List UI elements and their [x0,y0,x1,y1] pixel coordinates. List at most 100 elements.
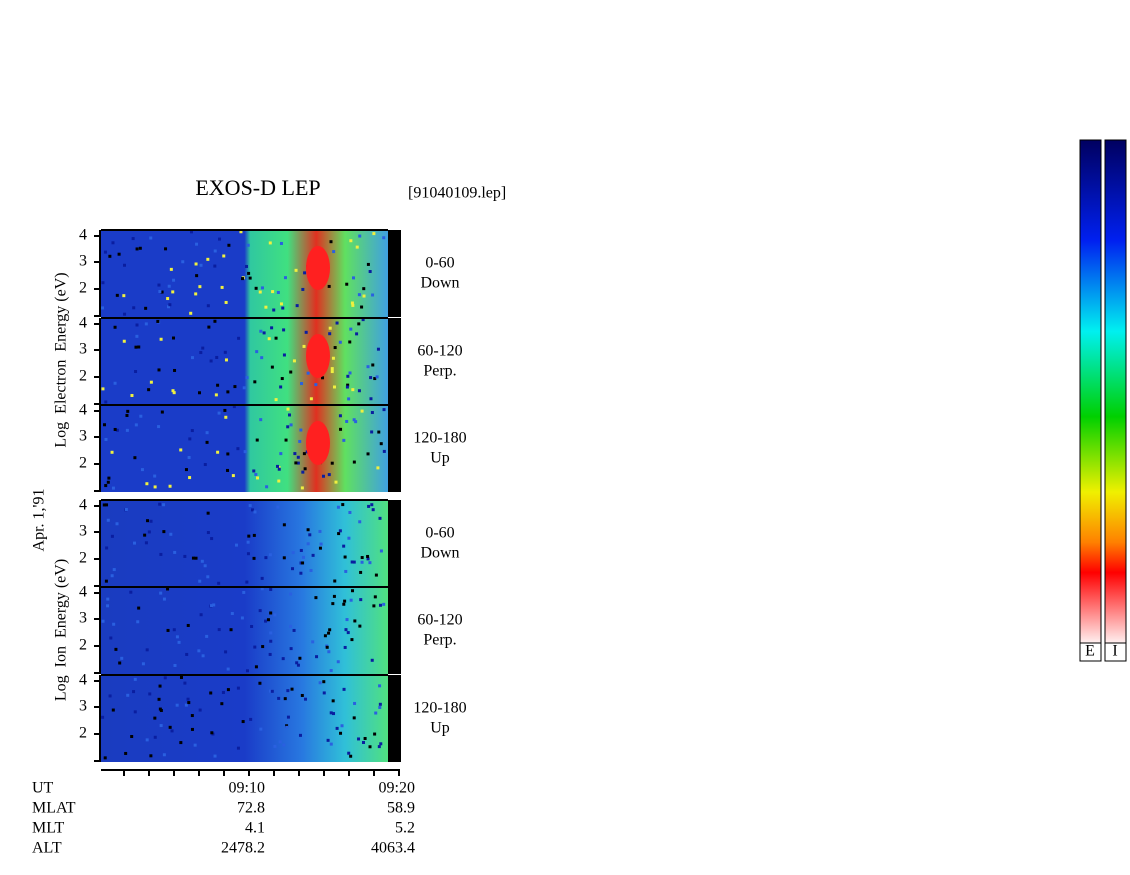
speckle [362,294,366,298]
speckle [163,676,167,680]
speckle [254,665,258,669]
speckle [122,263,126,267]
speckle [207,325,211,329]
speckle [149,754,153,758]
speckle [186,623,190,627]
speckle [213,249,217,253]
speckle [239,230,243,234]
speckle [269,631,273,635]
speckle [295,661,299,665]
speckle [133,541,137,545]
tick-label: 2 [79,455,87,472]
speckle [153,716,157,720]
speckle [336,505,340,509]
speckle [296,455,300,459]
tick-label: 4 [79,497,87,514]
speckle [261,645,265,649]
speckle [327,631,331,635]
speckle [371,363,375,367]
speckle [374,711,378,715]
speckle [360,560,364,564]
speckle [101,387,105,391]
speckle [309,397,313,401]
speckle [103,756,107,760]
panel-direction: Down [420,545,459,562]
speckle [328,332,332,336]
speckle [292,359,296,363]
speckle [149,236,153,240]
speckle [209,359,213,363]
speckle [299,428,303,432]
speckle [108,254,112,258]
speckle [264,556,268,560]
speckle [270,365,274,369]
speckle [203,564,207,568]
speckle [246,552,250,556]
speckle [114,647,118,651]
speckle [126,409,130,413]
speckle [172,278,176,282]
speckle [339,427,343,431]
speckle [285,725,289,729]
speckle [217,628,221,632]
speckle [379,442,383,446]
speckle [190,356,194,360]
speckle [254,472,258,476]
panel-range: 120-180 [413,700,466,717]
speckle [111,708,115,712]
colorbar-label-box [1104,642,1127,662]
tick-label: 3 [79,610,87,627]
speckle [266,618,270,622]
speckle [104,437,108,441]
speckle [224,415,228,419]
speckle [179,448,183,452]
speckle [321,474,325,478]
speckle [289,624,293,628]
speckle [205,440,209,444]
colorbar [1104,139,1127,644]
speckle [105,503,109,507]
speckle [250,508,254,512]
spectrogram-panel [101,675,388,762]
speckle [260,356,264,360]
speckle [322,691,326,695]
speckle [296,663,300,667]
speckle [360,305,364,309]
speckle [300,382,304,386]
speckle [144,322,148,326]
speckle [206,304,210,308]
speckle [299,561,303,565]
file-name: [91040109.lep] [408,185,506,202]
speckle [226,452,230,456]
speckle [335,321,339,325]
speckle [183,681,187,685]
speckle [347,536,351,540]
speckle [349,754,353,758]
speckle [382,449,386,453]
speckle [111,241,115,245]
panel-direction: Perp. [423,632,456,649]
speckle [243,450,247,454]
speckle [244,264,248,268]
speckle [133,710,137,714]
speckle [223,350,227,354]
speckle [141,662,145,666]
speckle [188,437,192,441]
speckle [104,484,108,488]
speckle [260,576,264,580]
speckle [332,594,336,598]
speckle [245,376,249,380]
speckle [198,708,202,712]
speckle [282,523,286,527]
speckle [212,603,216,607]
speckle [278,740,282,744]
speckle [270,689,274,693]
speckle [205,431,209,435]
speckle [286,715,290,719]
speckle [369,397,373,401]
speckle [241,720,245,724]
speckle [300,486,304,490]
speckle [378,705,382,709]
speckle [331,356,335,360]
